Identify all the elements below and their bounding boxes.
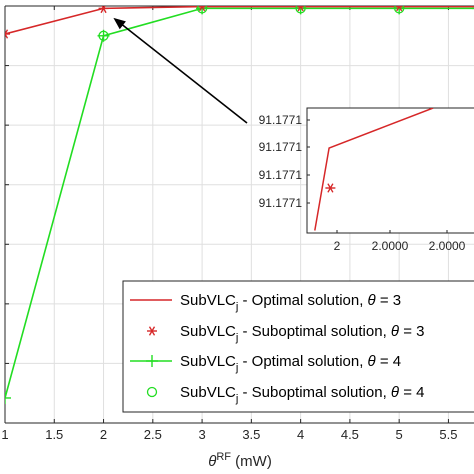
star-marker-suboptimal-theta3: [197, 6, 208, 12]
circle-marker-suboptimal-theta4: [394, 6, 405, 14]
inset-x-tick-label: 2: [334, 239, 341, 253]
legend-entry: SubVLCj - Optimal solution, θ = 3: [130, 292, 401, 313]
plus-marker-optimal-theta4: [5, 391, 11, 404]
x-tick-label: 1.5: [45, 427, 63, 442]
inset-star-marker: [325, 183, 336, 193]
star-marker-suboptimal-theta3: [394, 6, 405, 12]
star-marker-suboptimal-theta3: [5, 29, 10, 39]
circle-marker-suboptimal-theta4: [196, 6, 208, 14]
inset-x-tick-label: 2.0000: [372, 239, 409, 253]
inset-y-tick-label: 91.1771: [259, 168, 303, 182]
x-tick-label: 3.5: [242, 427, 260, 442]
x-tick-label: 5: [396, 427, 403, 442]
series-line-optimal-theta3: [5, 6, 474, 35]
x-axis-label: θRF (mW): [208, 451, 272, 470]
legend-swatch-star: [147, 326, 157, 336]
star-marker-suboptimal-theta3: [295, 6, 306, 12]
legend-entry: SubVLCj - Suboptimal solution, θ = 3: [147, 323, 424, 344]
inset-plot-area: [314, 108, 434, 231]
x-tick-label: 4.5: [341, 427, 359, 442]
inset-series-line: [314, 108, 434, 231]
legend-label: SubVLCj - Suboptimal solution, θ = 4: [180, 384, 424, 405]
x-tick-label: 3: [198, 427, 205, 442]
legend-label: SubVLCj - Optimal solution, θ = 4: [180, 353, 401, 374]
x-tick-label: 2: [100, 427, 107, 442]
legend-swatch-plus: [146, 355, 158, 367]
legend-entry: SubVLCj - Suboptimal solution, θ = 4: [146, 384, 424, 405]
x-tick-label: 4: [297, 427, 304, 442]
series-line-optimal-theta4: [5, 7, 474, 399]
legend-entry: SubVLCj - Optimal solution, θ = 4: [130, 353, 401, 374]
x-tick-label: 5.5: [439, 427, 457, 442]
legend-box: [122, 280, 474, 413]
circle-marker-suboptimal-theta4: [295, 6, 306, 14]
x-tick-label: 2.5: [144, 427, 162, 442]
plot-area: [5, 6, 474, 404]
annotation-arrow-head: [113, 17, 126, 30]
legend-label: SubVLCj - Suboptimal solution, θ = 3: [180, 323, 424, 344]
inset-y-tick-label: 91.1771: [259, 140, 303, 154]
inset-frame: [306, 107, 474, 234]
x-tick-label: 1: [1, 427, 8, 442]
inset-y-tick-label: 91.1771: [259, 113, 303, 127]
legend-swatch-circle: [146, 386, 158, 398]
legend-label: SubVLCj - Optimal solution, θ = 3: [180, 292, 401, 313]
annotation-arrow-line: [116, 20, 248, 124]
inset-y-tick-label: 91.1771: [259, 196, 303, 210]
circle-marker-suboptimal-theta4: [98, 30, 109, 41]
star-marker-suboptimal-theta3: [98, 6, 109, 14]
inset-x-tick-label: 2.0000: [429, 239, 466, 253]
